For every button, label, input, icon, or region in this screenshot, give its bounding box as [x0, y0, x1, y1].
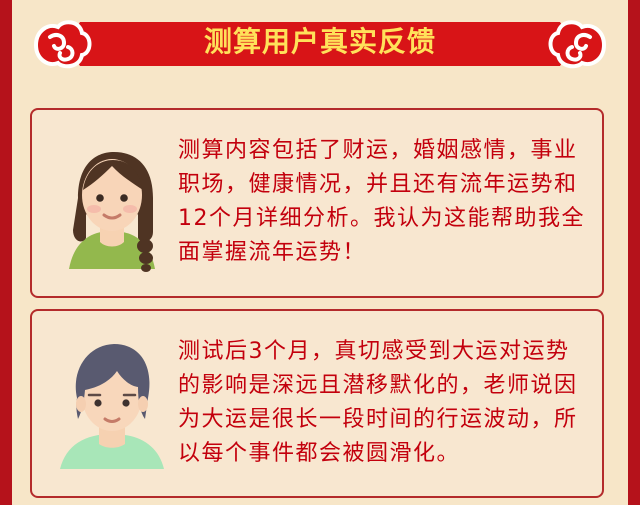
reviews-header-banner: 测算用户真实反馈	[33, 18, 607, 70]
review-card: 测算内容包括了财运，婚姻感情，事业职场，健康情况，并且还有流年运势和12个月详细…	[30, 108, 604, 298]
young-man-avatar-icon	[60, 344, 164, 469]
cloud-ornament-icon	[548, 20, 607, 69]
review-card: 测试后3个月，真切感受到大运对运势的影响是深远且潜移默化的，老师说因为大运是很长…	[30, 309, 604, 498]
left-frame-border	[0, 0, 12, 505]
woman-braid-avatar-icon	[69, 152, 155, 272]
right-frame-border	[628, 0, 640, 505]
cloud-ornament-icon	[33, 20, 92, 69]
review-text: 测试后3个月，真切感受到大运对运势的影响是深远且潜移默化的，老师说因为大运是很长…	[178, 339, 578, 466]
page-title: 测算用户真实反馈	[203, 25, 436, 58]
review-text: 测算内容包括了财运，婚姻感情，事业职场，健康情况，并且还有流年运势和12个月详细…	[178, 138, 585, 265]
